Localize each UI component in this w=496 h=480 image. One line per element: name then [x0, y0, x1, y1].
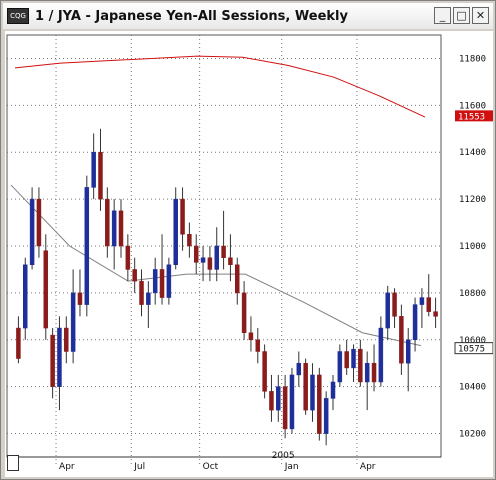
last-price-tag — [455, 110, 493, 122]
candle-body — [166, 264, 172, 298]
candle-body — [276, 386, 281, 411]
candle-body — [426, 297, 431, 312]
year-label: 2005 — [272, 451, 295, 461]
candle-body — [132, 269, 137, 282]
candle-body — [228, 257, 233, 266]
candle-body — [399, 316, 404, 364]
last-price-label: 11553 — [458, 112, 485, 122]
candle-body — [187, 234, 192, 247]
y-tick-label: 11200 — [459, 195, 486, 205]
candle-body — [310, 374, 315, 411]
candle-body — [296, 362, 302, 376]
candle-body — [146, 292, 151, 305]
candle-body — [173, 198, 178, 266]
candle-body — [371, 362, 377, 383]
candle-body — [105, 198, 110, 247]
candle-body — [317, 374, 322, 434]
x-tick-label: Jul — [133, 462, 145, 472]
candle-body — [289, 374, 295, 430]
y-tick-label: 10800 — [459, 289, 486, 299]
candle-body — [241, 292, 247, 333]
y-tick-label: 11000 — [459, 242, 486, 252]
app-icon[interactable]: CQG — [7, 8, 29, 24]
candle-body — [50, 334, 55, 387]
candle-body — [344, 351, 349, 369]
candle-body — [207, 257, 213, 270]
price-chart[interactable]: 11800 11600 11400 11200 11000 10800 10600 10400… — [5, 31, 493, 477]
minimize-button[interactable]: _ — [434, 7, 451, 24]
candle-body — [323, 398, 329, 434]
title-bar[interactable]: CQG 1 / JYA - Japanese Yen-All Sessions,… — [3, 3, 493, 29]
x-tick-label: Apr — [360, 462, 376, 472]
candle-body — [84, 187, 90, 305]
candle-body — [262, 351, 267, 392]
ma-price-tag — [454, 342, 493, 355]
candle-body — [412, 304, 418, 341]
close-button[interactable]: ✕ — [472, 7, 489, 24]
candle-body — [351, 348, 356, 369]
candle-body — [23, 264, 28, 329]
candle-body — [364, 362, 370, 383]
x-tick-label: Jan — [284, 462, 299, 472]
candle-body — [139, 280, 144, 305]
ma-price-label: 10575 — [458, 345, 485, 355]
candle-body — [248, 332, 254, 341]
candle-body — [269, 391, 274, 411]
candle-body — [159, 269, 165, 298]
candle-body — [385, 292, 390, 329]
candle-body — [111, 210, 117, 247]
candle-body — [214, 245, 219, 270]
candle-body — [57, 327, 62, 387]
x-tick-label: Oct — [203, 462, 219, 472]
candle-body — [152, 269, 158, 294]
candle-body — [29, 198, 35, 266]
candle-body — [235, 264, 240, 294]
window-title: 1 / JYA - Japanese Yen-All Sessions, Wee… — [35, 8, 348, 24]
candle-body — [64, 327, 69, 352]
candle-body — [433, 311, 438, 317]
chart-area[interactable]: 11800 11600 11400 11200 11000 10800 10600 10400… — [5, 31, 493, 477]
candle-body — [419, 297, 425, 305]
candle-body — [98, 151, 103, 200]
y-tick-label: 11600 — [459, 101, 486, 111]
candle-body — [200, 257, 206, 263]
window-controls: _ □ ✕ — [434, 7, 489, 24]
candle-body — [303, 362, 308, 411]
y-tick-label: 10600 — [459, 336, 486, 346]
candle-body — [16, 327, 21, 359]
candle-body — [180, 198, 185, 235]
candle-body — [118, 210, 124, 247]
candle-body — [405, 339, 411, 364]
chart-scroll-box[interactable] — [7, 455, 19, 471]
candle-body — [378, 327, 384, 383]
candle-body — [91, 151, 96, 188]
y-tick-label: 10400 — [459, 383, 486, 393]
candle-body — [193, 245, 199, 263]
y-tick-label: 10200 — [459, 430, 486, 440]
candle-body — [70, 292, 76, 352]
ma-slow-line — [10, 184, 422, 347]
ma-fast-line — [14, 55, 426, 118]
candle-body — [43, 250, 49, 329]
candle-body — [255, 339, 261, 352]
y-tick-label: 11800 — [459, 54, 486, 64]
candle-body — [392, 292, 397, 317]
candle-body — [36, 198, 42, 247]
maximize-button[interactable]: □ — [453, 7, 470, 24]
candle-body — [330, 381, 336, 399]
candle-body — [358, 348, 363, 383]
x-tick-label: Apr — [59, 462, 75, 472]
candle-body — [337, 351, 343, 383]
candle-body — [221, 245, 226, 258]
y-tick-label: 11400 — [459, 148, 486, 158]
candle-body — [77, 292, 83, 305]
candle-body — [282, 386, 288, 430]
candle-body — [125, 245, 131, 270]
